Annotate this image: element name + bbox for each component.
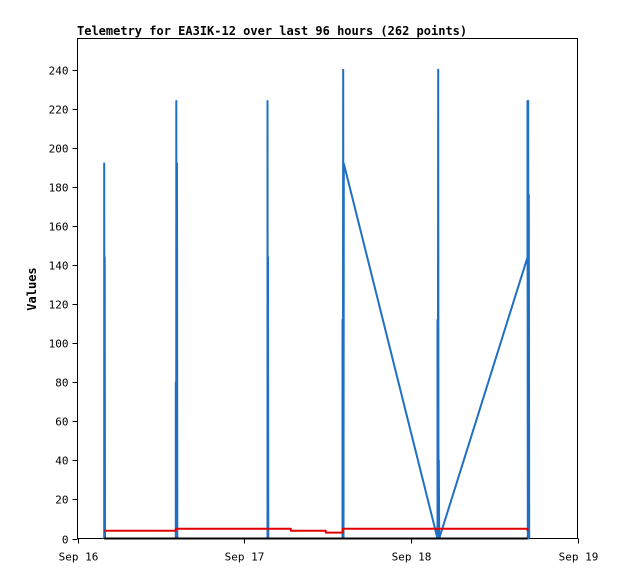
- y-tick-label: 20: [55, 494, 68, 507]
- y-axis-label: Values: [25, 267, 39, 310]
- plot-area: [77, 38, 578, 539]
- chart-title: Telemetry for EA3IK-12 over last 96 hour…: [77, 24, 467, 38]
- y-tick-label: 120: [49, 299, 69, 312]
- y-tick-label: 140: [49, 260, 69, 273]
- y-tick-label: 40: [55, 455, 68, 468]
- series-line-1: [103, 68, 531, 540]
- y-tick-label: 80: [55, 377, 68, 390]
- x-axis: Sep 16 Sep 17 Sep 18 Sep 19: [59, 538, 599, 564]
- y-tick-label: 180: [49, 182, 69, 195]
- y-axis: 0 20 40 60 80 100 120 140 160 180 200 220 240: [49, 65, 78, 547]
- x-tick-label: Sep 17: [225, 551, 265, 564]
- x-tick-label: Sep 18: [392, 551, 432, 564]
- x-tick-label: Sep 19: [559, 551, 599, 564]
- y-tick-label: 0: [62, 534, 69, 547]
- y-tick-label: 240: [49, 65, 69, 78]
- y-tick-label: 220: [49, 104, 69, 117]
- y-tick-label: 60: [55, 416, 68, 429]
- y-tick-label: 160: [49, 221, 69, 234]
- series-group: [103, 68, 531, 540]
- y-tick-label: 200: [49, 143, 69, 156]
- x-tick-label: Sep 16: [59, 551, 99, 564]
- y-tick-label: 100: [49, 338, 69, 351]
- series-line-2: [104, 527, 529, 534]
